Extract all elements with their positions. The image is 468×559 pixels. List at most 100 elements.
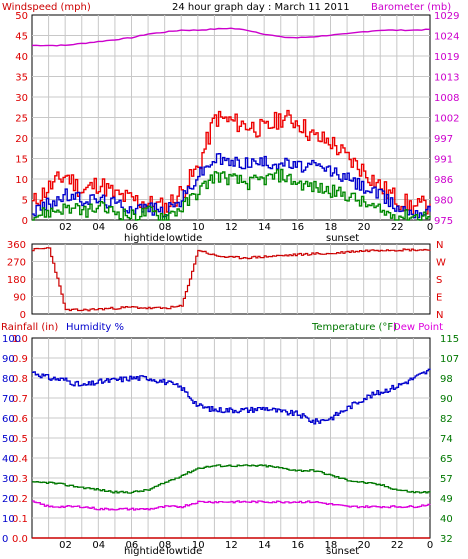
x-tick-label: 22 <box>391 540 404 551</box>
humidity-tick-label: 70 <box>2 394 15 405</box>
x-tick-label: 10 <box>192 540 205 551</box>
windspeed-tick-label: 35 <box>15 73 28 84</box>
barometer-axis-label: Barometer (mb) <box>371 2 451 13</box>
annotation-hightide-3: hightide <box>124 546 165 557</box>
rainfall-tick-labels: 0.0 0.1 0.2 0.3 0.4 0.5 0.6 0.7 0.8 0.9 1.0 <box>12 334 28 545</box>
temperature-tick-label: 40 <box>440 514 453 525</box>
direction-degree-label: 180 <box>7 275 26 286</box>
rainfall-tick-label: 1.0 <box>12 334 28 345</box>
x-tick-label: 18 <box>325 540 338 551</box>
x-tick-label: 04 <box>92 222 105 233</box>
rainfall-tick-label: 0.6 <box>12 414 28 425</box>
humidity-line <box>32 368 431 425</box>
x-tick-label: 10 <box>192 222 205 233</box>
rainfall-tick-label: 0.7 <box>12 394 28 405</box>
x-tick-label: 02 <box>59 222 72 233</box>
windspeed-tick-labels: 0 5 10 15 20 25 30 35 40 45 50 <box>15 11 28 227</box>
annotation-sunset-1: sunset <box>326 233 359 244</box>
wind-x-ticks: 02 04 06 08 10 12 14 16 18 20 22 0 <box>59 222 433 233</box>
rainfall-axis-label: Rainfall (in) <box>1 322 58 333</box>
x-tick-label: 14 <box>258 540 271 551</box>
direction-degree-labels: 0 90 180 270 360 <box>7 240 26 321</box>
x-tick-label: 20 <box>358 540 371 551</box>
windspeed-tick-label: 0 <box>22 216 28 227</box>
temperature-tick-label: 82 <box>440 414 453 425</box>
rainfall-tick-label: 0.9 <box>12 354 28 365</box>
x-tick-label: 08 <box>159 540 172 551</box>
barometer-tick-label: 986 <box>434 175 453 186</box>
humidity-tick-label: 10 <box>2 514 15 525</box>
x-tick-label: 16 <box>291 540 304 551</box>
temperature-tick-label: 98 <box>440 374 453 385</box>
annotation-sunset-3: sunset <box>326 546 359 557</box>
barometer-tick-label: 975 <box>434 216 453 227</box>
temperature-tick-label: 57 <box>440 474 453 485</box>
barometer-tick-label: 1029 <box>434 11 459 22</box>
windspeed-axis-label: Windspeed (mph) <box>2 2 91 13</box>
humidity-tick-label: 30 <box>2 474 15 485</box>
x-tick-label: 18 <box>325 222 338 233</box>
direction-compass-label: N <box>436 310 443 321</box>
windspeed-tick-label: 15 <box>15 155 28 166</box>
barometer-tick-label: 980 <box>434 196 453 207</box>
x-tick-label: 0 <box>427 540 433 551</box>
x-tick-label: 14 <box>258 222 271 233</box>
direction-degree-label: 0 <box>20 310 26 321</box>
windspeed-tick-label: 20 <box>15 134 28 145</box>
x-tick-label: 22 <box>391 222 404 233</box>
rainfall-tick-label: 0.8 <box>12 374 28 385</box>
windspeed-tick-label: 25 <box>15 114 28 125</box>
annotation-hightide-1: hightide <box>124 233 165 244</box>
barometer-tick-label: 1019 <box>434 52 459 63</box>
temperature-axis-label: Temperature (°F) <box>311 322 397 333</box>
humidity-tick-label: 90 <box>2 354 15 365</box>
humidity-tick-label: 40 <box>2 454 15 465</box>
direction-compass-label: S <box>436 275 442 286</box>
temperature-tick-label: 90 <box>440 394 453 405</box>
humidity-series <box>32 368 431 539</box>
direction-compass-label: E <box>436 293 442 304</box>
x-tick-label: 0 <box>427 222 433 233</box>
humidity-tick-labels: 0 10 20 30 40 50 60 70 80 90 100 <box>2 334 21 545</box>
rainfall-tick-label: 0.5 <box>12 434 28 445</box>
temperature-tick-label: 49 <box>440 494 453 505</box>
direction-degree-label: 270 <box>7 258 26 269</box>
barometer-tick-label: 1024 <box>434 32 459 43</box>
average-wind-line <box>32 153 431 219</box>
dewpoint-line <box>32 500 431 511</box>
temperature-tick-label: 65 <box>440 454 453 465</box>
barometer-tick-labels: 975 980 986 991 997 1002 1008 1013 1019 1024 1029 <box>434 11 459 227</box>
direction-degree-label: 360 <box>7 240 26 251</box>
windspeed-tick-label: 45 <box>15 32 28 43</box>
humidity-tick-label: 0 <box>2 534 8 545</box>
direction-degree-label: 90 <box>13 293 26 304</box>
windspeed-tick-label: 10 <box>15 175 28 186</box>
rainfall-tick-label: 0.0 <box>12 534 28 545</box>
humidity-tick-label: 80 <box>2 374 15 385</box>
windspeed-tick-label: 5 <box>22 196 28 207</box>
rainfall-tick-label: 0.4 <box>12 454 28 465</box>
direction-series <box>32 247 431 312</box>
annotation-lowtide-3: lowtide <box>166 546 202 557</box>
windspeed-line <box>32 109 431 217</box>
windspeed-tick-label: 40 <box>15 52 28 63</box>
temperature-tick-label: 32 <box>440 534 453 545</box>
rainfall-tick-label: 0.3 <box>12 474 28 485</box>
humidity-panel: Rainfall (in) Humidity % Temperature (°F… <box>1 322 459 557</box>
direction-grid <box>32 244 430 314</box>
temperature-tick-label: 107 <box>440 354 459 365</box>
humidity-grid <box>32 338 430 538</box>
x-tick-label: 12 <box>225 222 238 233</box>
dewpoint-axis-label: Dew Point <box>393 322 443 333</box>
barometer-tick-label: 1002 <box>434 114 459 125</box>
x-tick-label: 12 <box>225 540 238 551</box>
windspeed-tick-label: 30 <box>15 93 28 104</box>
x-tick-label: 08 <box>159 222 172 233</box>
direction-compass-label: N <box>436 240 443 251</box>
humidity-tick-label: 100 <box>2 334 21 345</box>
humidity-tick-label: 50 <box>2 434 15 445</box>
humidity-x-ticks: 02 04 06 08 10 12 14 16 18 20 22 0 <box>59 540 433 551</box>
low-wind-line <box>32 168 431 221</box>
temperature-tick-label: 115 <box>440 334 459 345</box>
